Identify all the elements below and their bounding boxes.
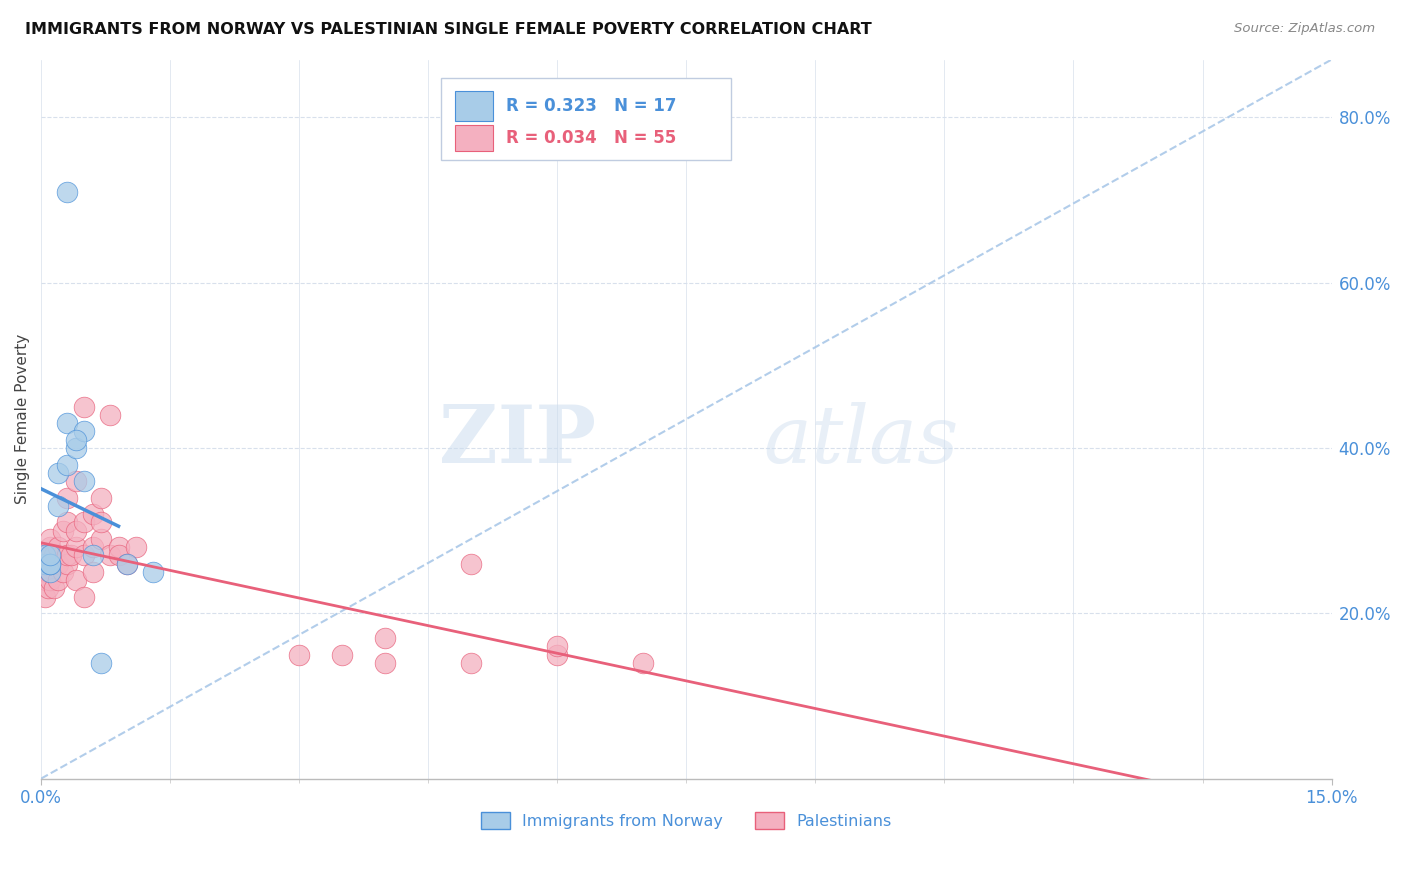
Point bbox=[73, 590, 96, 604]
FancyBboxPatch shape bbox=[456, 125, 492, 151]
Point bbox=[98, 549, 121, 563]
FancyBboxPatch shape bbox=[441, 78, 731, 161]
Point bbox=[98, 408, 121, 422]
Point bbox=[90, 532, 112, 546]
Point bbox=[34, 590, 56, 604]
Point bbox=[73, 425, 96, 439]
Point bbox=[56, 557, 79, 571]
Point bbox=[73, 549, 96, 563]
Point bbox=[42, 549, 65, 563]
Point bbox=[73, 516, 96, 530]
Point bbox=[46, 466, 69, 480]
Point bbox=[56, 516, 79, 530]
FancyBboxPatch shape bbox=[456, 90, 492, 120]
Point bbox=[38, 573, 60, 587]
Point bbox=[56, 416, 79, 430]
Point bbox=[46, 557, 69, 571]
Point bbox=[42, 582, 65, 596]
Text: atlas: atlas bbox=[763, 402, 959, 479]
Point bbox=[115, 557, 138, 571]
Point bbox=[90, 656, 112, 670]
Point bbox=[38, 557, 60, 571]
Text: Source: ZipAtlas.com: Source: ZipAtlas.com bbox=[1234, 22, 1375, 36]
Point bbox=[37, 582, 59, 596]
Point bbox=[107, 549, 129, 563]
Point bbox=[65, 573, 87, 587]
Point bbox=[52, 565, 75, 579]
Point bbox=[82, 540, 104, 554]
Point bbox=[633, 656, 655, 670]
Point bbox=[73, 400, 96, 414]
Point bbox=[82, 565, 104, 579]
Point bbox=[46, 540, 69, 554]
Point bbox=[38, 540, 60, 554]
Point bbox=[56, 549, 79, 563]
Y-axis label: Single Female Poverty: Single Female Poverty bbox=[15, 334, 30, 504]
Point bbox=[115, 557, 138, 571]
Point bbox=[125, 540, 148, 554]
Point bbox=[38, 557, 60, 571]
Point bbox=[34, 557, 56, 571]
Point bbox=[46, 499, 69, 513]
Point bbox=[288, 648, 311, 662]
Point bbox=[34, 549, 56, 563]
Point bbox=[56, 491, 79, 505]
Point bbox=[34, 557, 56, 571]
Point bbox=[82, 507, 104, 521]
Point bbox=[90, 491, 112, 505]
Point bbox=[330, 648, 353, 662]
Point bbox=[46, 573, 69, 587]
Point bbox=[374, 631, 396, 645]
Legend: Immigrants from Norway, Palestinians: Immigrants from Norway, Palestinians bbox=[474, 806, 898, 835]
Text: R = 0.323   N = 17: R = 0.323 N = 17 bbox=[506, 96, 676, 114]
Point bbox=[38, 557, 60, 571]
Point bbox=[107, 540, 129, 554]
Point bbox=[374, 656, 396, 670]
Point bbox=[460, 557, 482, 571]
Point bbox=[73, 474, 96, 488]
Point bbox=[65, 524, 87, 538]
Point bbox=[65, 433, 87, 447]
Point bbox=[38, 565, 60, 579]
Text: IMMIGRANTS FROM NORWAY VS PALESTINIAN SINGLE FEMALE POVERTY CORRELATION CHART: IMMIGRANTS FROM NORWAY VS PALESTINIAN SI… bbox=[25, 22, 872, 37]
Point bbox=[35, 573, 58, 587]
Point bbox=[65, 540, 87, 554]
Point bbox=[546, 640, 568, 654]
Point bbox=[38, 549, 60, 563]
Point bbox=[90, 516, 112, 530]
Point bbox=[82, 549, 104, 563]
Point bbox=[65, 474, 87, 488]
Point bbox=[52, 524, 75, 538]
Point bbox=[460, 656, 482, 670]
Point bbox=[38, 565, 60, 579]
Point bbox=[546, 648, 568, 662]
Point bbox=[38, 532, 60, 546]
Point bbox=[37, 565, 59, 579]
Point bbox=[38, 557, 60, 571]
Point bbox=[56, 185, 79, 199]
Point bbox=[65, 441, 87, 455]
Point bbox=[56, 458, 79, 472]
Point bbox=[142, 565, 165, 579]
Point bbox=[60, 549, 83, 563]
Point bbox=[38, 549, 60, 563]
Text: ZIP: ZIP bbox=[439, 401, 596, 480]
Point bbox=[32, 565, 55, 579]
Text: R = 0.034   N = 55: R = 0.034 N = 55 bbox=[506, 128, 676, 147]
